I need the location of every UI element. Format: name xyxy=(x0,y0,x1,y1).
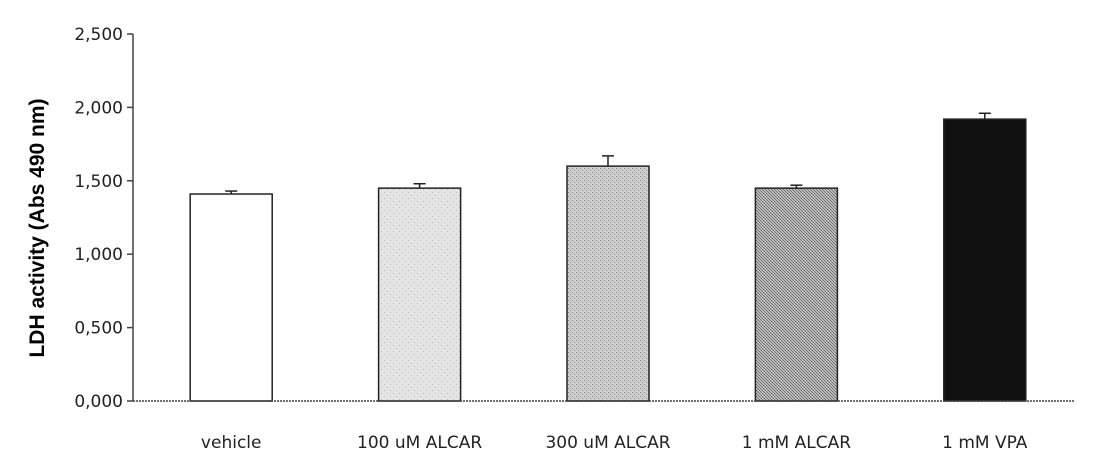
y-tick-label: 0,000 xyxy=(74,392,123,412)
y-tick-label: 2,500 xyxy=(74,25,123,45)
y-ticks: 0,000 0,500 1,000 1,500 2,000 2,500 xyxy=(74,25,133,412)
y-tick-label: 1,500 xyxy=(74,172,123,192)
y-tick-label: 2,000 xyxy=(74,98,123,118)
bar-300-um-alcar xyxy=(567,166,649,401)
bar-1-mm-vpa xyxy=(944,119,1026,401)
bar-100-um-alcar xyxy=(379,188,461,401)
y-axis-title: LDH activity (Abs 490 nm) xyxy=(26,98,49,357)
x-category-label: vehicle xyxy=(201,433,262,453)
y-tick-label: 1,000 xyxy=(74,245,123,265)
x-category-label: 300 uM ALCAR xyxy=(545,433,670,453)
bar-1-mm-alcar xyxy=(755,188,837,401)
x-category-label: 1 mM ALCAR xyxy=(742,433,851,453)
y-tick-label: 0,500 xyxy=(74,319,123,339)
bar-vehicle xyxy=(190,194,272,401)
category-labels: vehicle 100 uM ALCAR 300 uM ALCAR 1 mM ALCA… xyxy=(201,433,1028,453)
x-category-label: 100 uM ALCAR xyxy=(357,433,482,453)
x-category-label: 1 mM VPA xyxy=(942,433,1028,453)
